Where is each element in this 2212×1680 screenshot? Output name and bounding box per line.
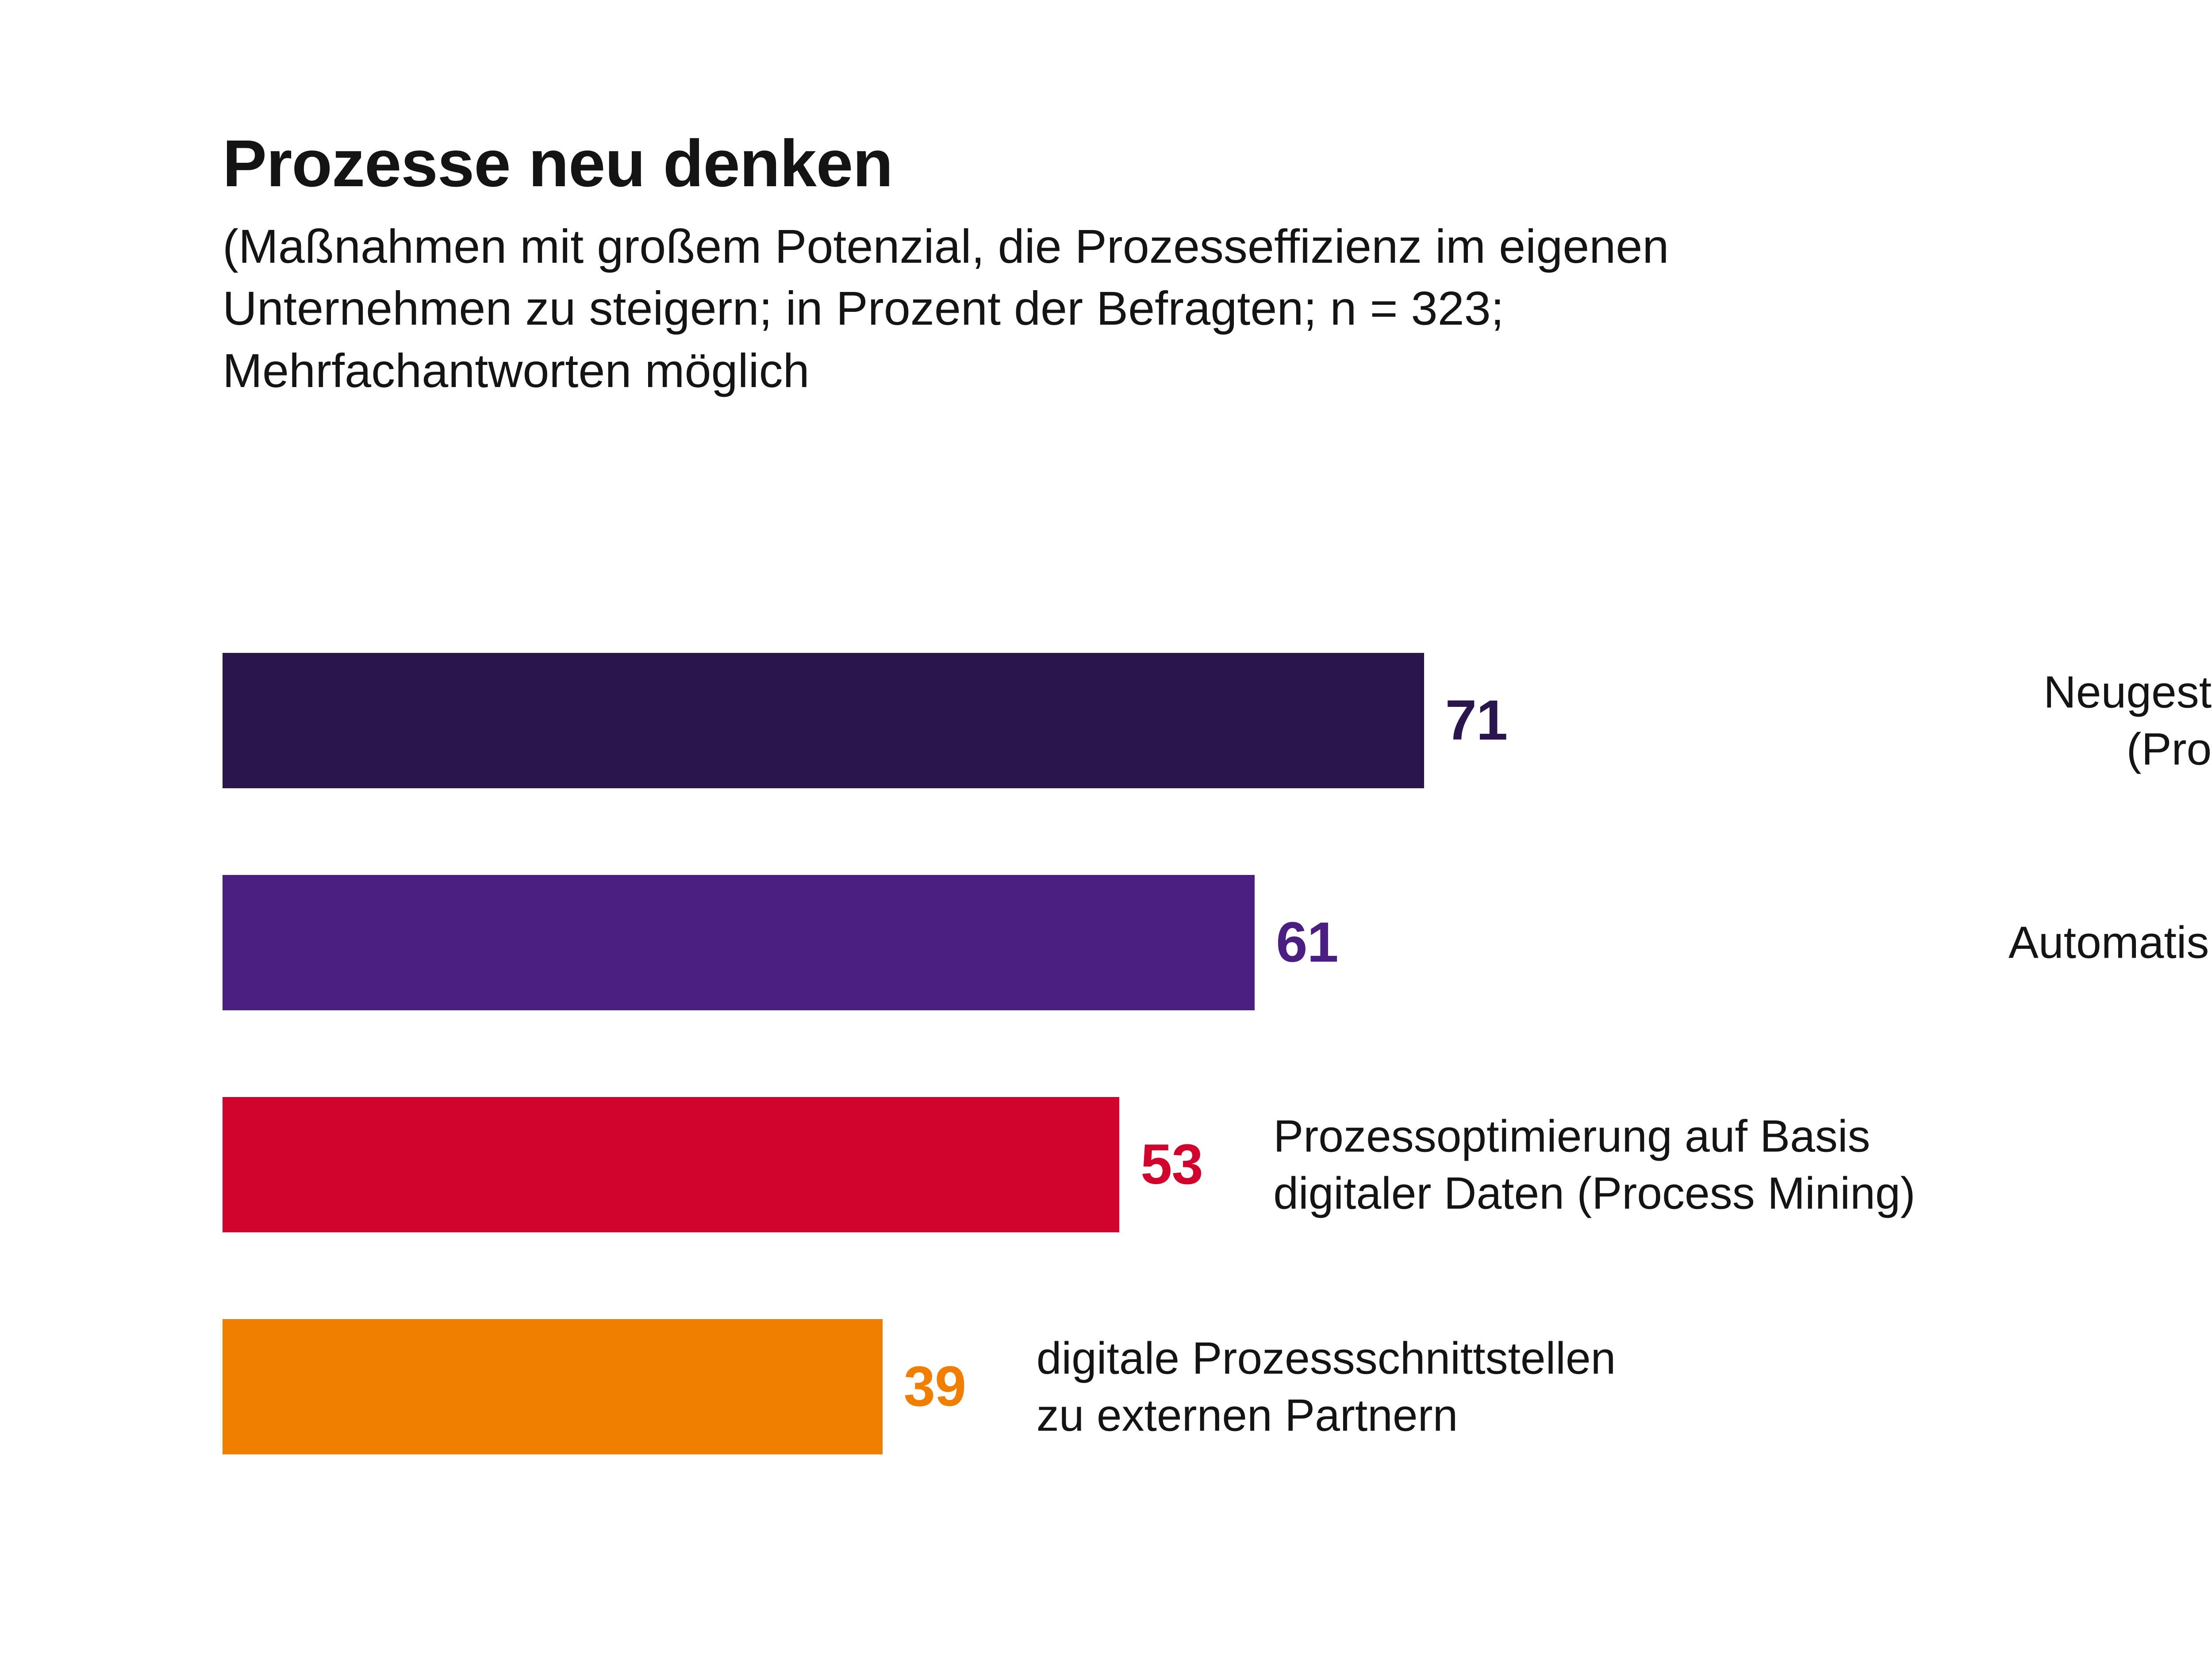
bar-row: 53 Prozessoptimierung auf Basis digitale… <box>0 1097 2212 1232</box>
bar-digitale-prozessschnittstellen <box>223 1319 883 1454</box>
bar-neugestaltung-von-prozessen <box>223 653 1424 788</box>
category-line: (Process Re-Engineering) <box>2126 724 2212 774</box>
bar-row: 39 digitale Prozessschnittstellen zu ext… <box>0 1319 2212 1454</box>
subtitle-line-1: (Maßnahmen mit großem Potenzial, die Pro… <box>223 219 1669 273</box>
page-title: Prozesse neu denken <box>223 126 893 200</box>
subtitle-line-3: Mehrfachantworten möglich <box>223 343 810 397</box>
bar-value-label: 61 <box>1276 911 1338 974</box>
bar-value-label: 53 <box>1141 1133 1203 1196</box>
chart-header: Prozesse neu denken (Maßnahmen mit große… <box>223 128 2212 402</box>
chart-subtitle: (Maßnahmen mit großem Potenzial, die Pro… <box>223 215 2212 402</box>
bar-value-label: 71 <box>1445 689 1508 752</box>
category-line: digitaler Daten (Process Mining) <box>1273 1168 1916 1218</box>
bar-automatisierung-von-prozessen <box>223 875 1255 1010</box>
subtitle-line-2: Unternehmen zu steigern; in Prozent der … <box>223 281 1504 335</box>
bar-category-label: digitale Prozessschnittstellen zu extern… <box>1037 1330 2212 1443</box>
bar-prozessoptimierung-process-mining <box>223 1097 1120 1232</box>
category-line: Prozessoptimierung auf Basis <box>1273 1111 1870 1162</box>
category-line: zu externen Partnern <box>1036 1390 1458 1440</box>
category-line: digitale Prozessschnittstellen <box>1036 1333 1616 1384</box>
bar-value-label: 39 <box>903 1355 966 1418</box>
bar-category-label: Prozessoptimierung auf Basis digitaler D… <box>1273 1108 2212 1221</box>
